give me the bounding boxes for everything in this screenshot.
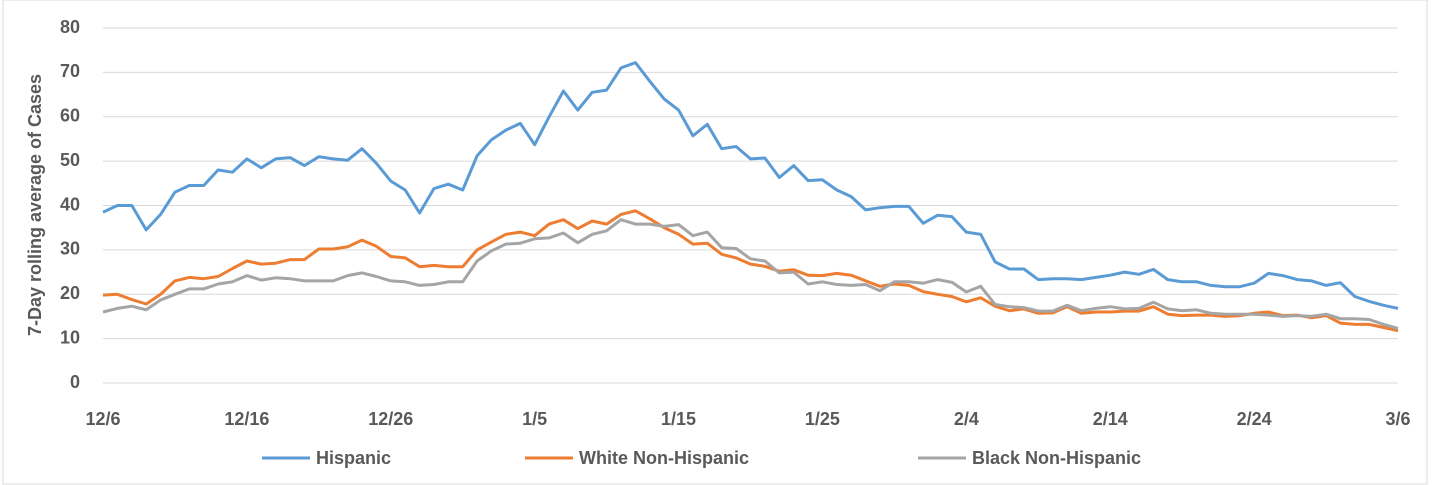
y-tick-label: 60 (60, 106, 80, 126)
x-tick-label: 12/26 (368, 409, 413, 429)
x-tick-label: 1/15 (661, 409, 696, 429)
x-tick-label: 2/4 (954, 409, 979, 429)
y-tick-label: 80 (60, 17, 80, 37)
data-line (102, 209, 1399, 333)
y-tick-label: 70 (60, 61, 80, 81)
y-tick-label: 20 (60, 283, 80, 303)
x-tick-label: 1/5 (522, 409, 547, 429)
y-tick-label: 50 (60, 150, 80, 170)
legend-label: Black Non-Hispanic (972, 448, 1141, 468)
legend-label: White Non-Hispanic (579, 448, 749, 468)
x-tick-label: 2/24 (1237, 409, 1272, 429)
legend-label: Hispanic (316, 448, 391, 468)
y-tick-label: 40 (60, 194, 80, 214)
data-line (102, 218, 1399, 330)
x-tick-label: 12/6 (85, 409, 120, 429)
x-tick-label: 3/6 (1385, 409, 1410, 429)
data-line (102, 61, 1399, 310)
x-tick-label: 1/25 (805, 409, 840, 429)
y-tick-label: 0 (70, 372, 80, 392)
x-tick-label: 12/16 (224, 409, 269, 429)
x-tick-label: 2/14 (1093, 409, 1128, 429)
y-axis-label: 7-Day rolling average of Cases (25, 74, 45, 336)
y-tick-label: 30 (60, 239, 80, 259)
y-tick-label: 10 (60, 327, 80, 347)
